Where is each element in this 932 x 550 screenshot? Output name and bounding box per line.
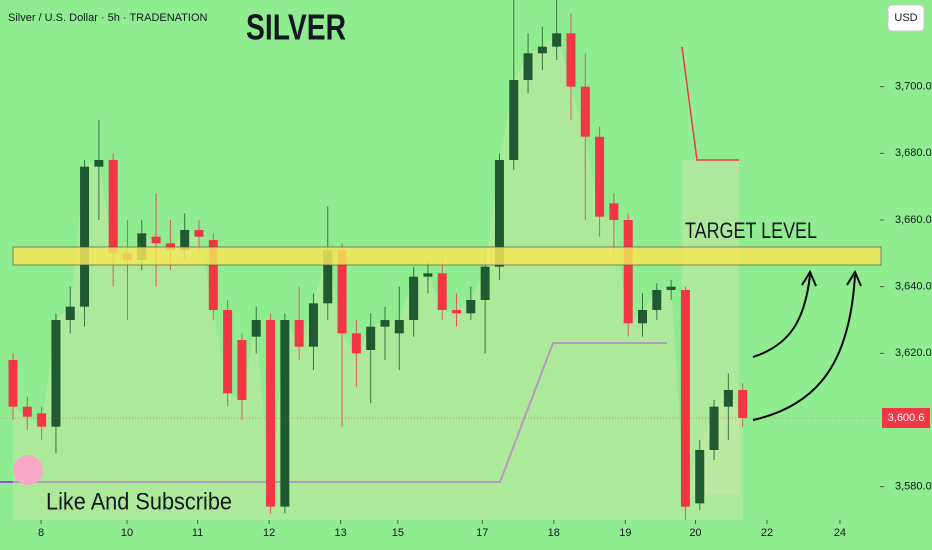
candle-body — [237, 340, 247, 400]
mascot — [13, 455, 43, 485]
chart-title: SILVER — [246, 7, 346, 48]
candle-body — [552, 33, 562, 47]
x-tick-label: 18 — [548, 527, 560, 539]
candle-body — [223, 310, 233, 394]
target-band — [12, 246, 882, 266]
candle-body — [323, 250, 333, 304]
currency: USD — [894, 12, 917, 24]
candle-body — [8, 360, 18, 407]
y-tick-label: 3,680.0 — [895, 147, 932, 159]
x-tick-label: 10 — [121, 527, 133, 539]
candle-body — [208, 240, 218, 310]
candle-body — [537, 46, 547, 54]
candle-body — [509, 80, 519, 160]
y-tick-label: 3,620.0 — [895, 347, 932, 359]
stop-line — [681, 46, 739, 161]
candle-body — [738, 390, 748, 418]
y-tick-label: 3,660.0 — [895, 214, 932, 226]
candle-body — [709, 406, 719, 450]
candle-body — [51, 320, 61, 427]
x-tick-label: 15 — [392, 527, 404, 539]
candle-body — [351, 333, 361, 354]
x-tick-label: 13 — [335, 527, 347, 539]
candle-body — [595, 136, 605, 217]
candle-body — [480, 266, 490, 300]
promo-text: Like And Subscribe — [46, 488, 232, 515]
candle-body — [494, 160, 504, 267]
x-tick-label: 22 — [761, 527, 773, 539]
y-tick-label: 3,700.0 — [895, 81, 932, 93]
x-tick-label: 12 — [263, 527, 275, 539]
x-tick-label: 11 — [192, 527, 203, 539]
subtitle: Silver / U.S. Dollar · 5h · TRADENATION — [8, 12, 208, 24]
close-area — [13, 33, 743, 520]
candles — [8, 0, 748, 520]
candle-body — [638, 310, 648, 324]
candle-body — [409, 276, 419, 320]
candle-body — [423, 273, 433, 277]
candle-body — [680, 290, 690, 507]
x-tick-label: 19 — [619, 527, 631, 539]
arrow-head — [846, 269, 862, 287]
candle-body — [623, 220, 633, 324]
candle-body — [251, 320, 261, 337]
candle-body — [366, 326, 376, 350]
candle-body — [180, 230, 190, 250]
candle-body — [151, 236, 161, 244]
candle-body — [452, 310, 462, 314]
y-tick-label: 3,580.0 — [895, 481, 932, 493]
currency-box — [887, 4, 925, 32]
candle-body — [437, 273, 447, 310]
candle-body — [266, 320, 276, 507]
candle-body — [308, 303, 318, 347]
candle-body — [695, 450, 705, 504]
target-label: TARGET LEVEL — [685, 218, 817, 243]
arrow — [752, 274, 811, 358]
candle-body — [37, 413, 47, 427]
candle-body — [337, 250, 347, 334]
candle-body — [65, 306, 75, 320]
candle-body — [380, 320, 390, 327]
last-price-label: 3,600.6 — [888, 412, 925, 424]
candle-body — [294, 320, 304, 347]
candle-body — [580, 86, 590, 137]
candle-body — [609, 203, 619, 220]
x-tick-label: 24 — [834, 527, 846, 539]
last-price-box — [882, 408, 930, 428]
candle-body — [22, 406, 32, 417]
candle-body — [523, 53, 533, 80]
candle-body — [80, 166, 90, 307]
candle-body — [194, 230, 204, 237]
candle-body — [723, 390, 733, 407]
candle-body — [94, 160, 104, 167]
x-tick-label: 17 — [476, 527, 488, 539]
candle-body — [108, 160, 118, 254]
candle-body — [394, 320, 404, 334]
candle-body — [652, 290, 662, 310]
arrow-head — [801, 269, 817, 287]
y-tick-label: 3,640.0 — [895, 281, 932, 293]
candle-body — [566, 33, 576, 87]
candle-body — [666, 286, 676, 290]
x-tick-label: 20 — [689, 527, 701, 539]
candle-body — [280, 320, 290, 507]
x-tick-label: 8 — [38, 527, 44, 539]
arrow — [752, 274, 856, 421]
candle-body — [466, 300, 476, 314]
